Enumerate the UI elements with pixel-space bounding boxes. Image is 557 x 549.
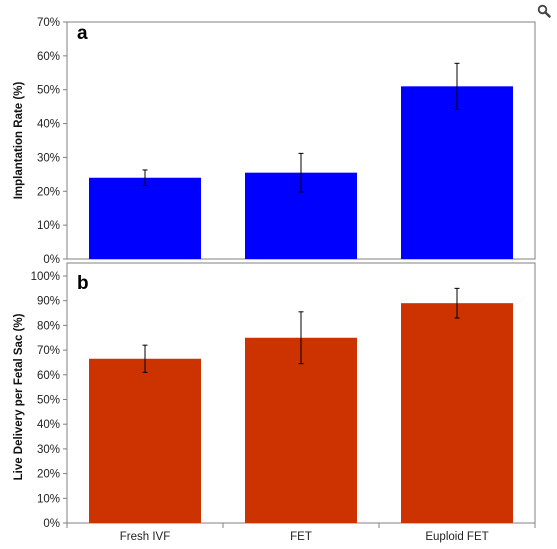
bars-b [89, 287, 513, 523]
y-tick-label: 40% [37, 119, 60, 131]
y-tick-label: 50% [37, 85, 60, 97]
y-tick-label: 80% [37, 320, 60, 332]
y-tick-label: 30% [37, 152, 60, 164]
y-tick-label: 40% [37, 419, 60, 431]
bar [401, 86, 513, 259]
bar [89, 177, 201, 259]
y-tick-label: 60% [37, 370, 60, 382]
bar [245, 337, 357, 523]
y-axis-ticks-a: 0% 10% 20% 30% 40% 50% 60% 70% [37, 17, 67, 266]
panel-label-a: a [77, 23, 88, 44]
x-category-label: FET [290, 531, 312, 543]
y-axis-label-a: Implantation Rate (%) [13, 82, 25, 200]
x-category-label: Euploid FET [425, 531, 488, 543]
y-tick-label: 90% [37, 296, 60, 308]
bar [89, 358, 201, 523]
y-axis-ticks-b: 0% 10% 20% 30% 40% 50% 60% 70% 80% 90% 100% [31, 271, 67, 530]
x-axis-categories: Fresh IVF FET Euploid FET [66, 523, 536, 543]
y-tick-label: 10% [37, 220, 60, 232]
y-tick-label: 60% [37, 51, 60, 63]
y-axis-label-b: Live Delivery per Fetal Sac (%) [13, 313, 25, 480]
y-tick-label: 70% [37, 345, 60, 357]
panel-label-b: b [77, 273, 89, 294]
y-tick-label: 20% [37, 186, 60, 198]
bars-a [89, 62, 513, 259]
panel-b: b 0% 10% 20% 30% 40% 50% 60% 70% 80% 90% 100% Fres… [13, 262, 536, 543]
y-tick-label: 0% [43, 518, 60, 530]
bar [401, 303, 513, 523]
y-tick-label: 100% [31, 271, 60, 283]
y-tick-label: 20% [37, 469, 60, 481]
panel-a: a 0% 10% 20% 30% 40% 50% 60% 70% Implantation R… [13, 17, 536, 266]
y-tick-label: 10% [37, 493, 60, 505]
y-tick-label: 30% [37, 444, 60, 456]
y-tick-label: 50% [37, 395, 60, 407]
x-category-label: Fresh IVF [120, 531, 170, 543]
magnifier-icon[interactable] [537, 4, 551, 18]
y-tick-label: 0% [43, 254, 60, 266]
y-tick-label: 70% [37, 17, 60, 29]
